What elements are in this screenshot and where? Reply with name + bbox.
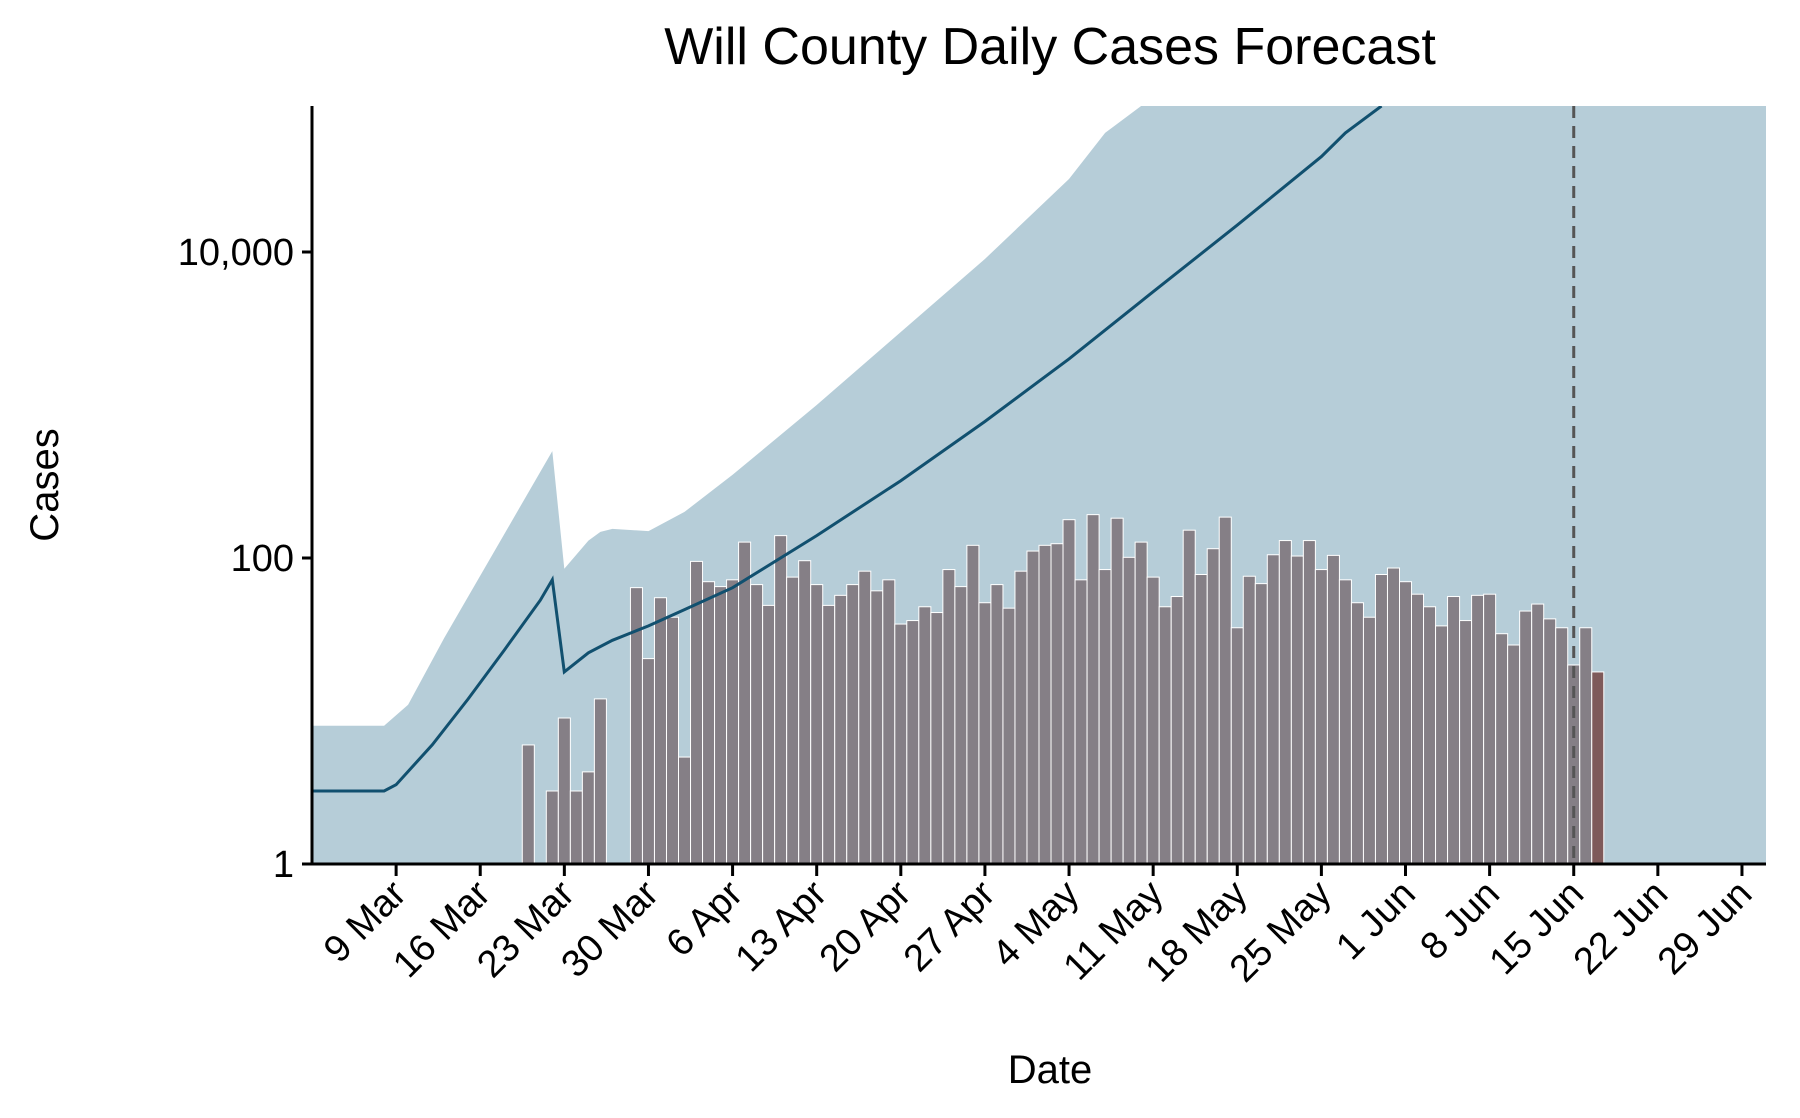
case-bar xyxy=(870,590,884,864)
case-bar xyxy=(1423,606,1437,864)
plot-area xyxy=(312,106,1766,864)
case-bar xyxy=(1026,550,1040,864)
case-bar xyxy=(954,586,968,864)
y-tick-label: 1 xyxy=(273,844,294,886)
case-bar xyxy=(1002,607,1016,864)
case-bar xyxy=(786,576,800,864)
case-bar xyxy=(1206,548,1220,864)
case-bar xyxy=(1459,620,1473,864)
case-bar xyxy=(593,698,607,864)
case-bar xyxy=(1555,627,1569,864)
y-axis: 1 100 10,000 xyxy=(178,106,314,886)
case-bar xyxy=(1314,569,1328,864)
case-bar xyxy=(882,579,896,864)
case-bar xyxy=(966,544,980,864)
case-bar xyxy=(762,604,776,864)
y-tick-label: 10,000 xyxy=(178,232,294,274)
chart-title: Will County Daily Cases Forecast xyxy=(664,18,1436,76)
case-bar xyxy=(918,606,932,864)
case-bar xyxy=(1230,627,1244,864)
case-bar xyxy=(1483,593,1497,864)
case-bar xyxy=(569,790,583,864)
case-bar xyxy=(1242,575,1256,864)
case-bar xyxy=(834,594,848,864)
case-bar xyxy=(521,744,535,864)
y-axis-title: Cases xyxy=(23,428,67,541)
case-bar xyxy=(906,620,920,864)
case-bar xyxy=(774,535,788,864)
case-bar xyxy=(894,623,908,864)
case-bar xyxy=(581,771,595,864)
case-bar xyxy=(665,616,680,864)
case-bar xyxy=(545,790,559,864)
case-bar xyxy=(1122,556,1136,864)
x-axis-title: Date xyxy=(1008,1048,1093,1092)
case-bar xyxy=(1302,540,1316,864)
case-bar xyxy=(1290,555,1304,864)
case-bar xyxy=(822,604,836,864)
case-bar xyxy=(1098,569,1112,864)
case-bar xyxy=(1050,543,1064,864)
case-bar xyxy=(846,584,860,864)
case-bar xyxy=(1531,603,1545,864)
case-bar xyxy=(1579,627,1593,864)
case-bar xyxy=(1134,541,1148,864)
case-bar xyxy=(1350,602,1364,864)
case-bar xyxy=(1543,618,1557,864)
median-line xyxy=(312,106,1383,793)
case-bar xyxy=(641,658,655,864)
case-bar xyxy=(990,584,1004,864)
case-bar xyxy=(1218,516,1232,864)
case-bar xyxy=(1014,570,1028,864)
case-bar xyxy=(1495,633,1509,864)
case-bar xyxy=(1086,514,1100,864)
case-bar xyxy=(1338,579,1352,864)
case-bar xyxy=(978,602,992,864)
bar-group xyxy=(521,514,1605,864)
case-bar xyxy=(726,579,740,864)
case-bar xyxy=(1399,581,1413,864)
case-bar xyxy=(1194,574,1208,864)
case-bar xyxy=(1362,616,1376,864)
case-bar xyxy=(1386,567,1400,864)
case-bar xyxy=(1411,593,1425,864)
y-ticks: 1 100 10,000 xyxy=(178,232,312,886)
case-bar xyxy=(1038,544,1052,864)
case-bar xyxy=(1074,579,1088,864)
case-bar xyxy=(1447,596,1461,864)
case-bar xyxy=(1062,519,1076,864)
case-bar xyxy=(810,584,824,864)
case-bar xyxy=(798,560,812,864)
case-bar xyxy=(1374,574,1388,864)
case-bar xyxy=(557,717,571,864)
case-bar xyxy=(1435,625,1449,864)
case-bar xyxy=(1266,554,1280,864)
case-bar xyxy=(1507,644,1521,864)
case-bar xyxy=(1158,606,1172,864)
case-bar xyxy=(942,569,956,864)
case-bar xyxy=(1182,529,1196,864)
case-bar xyxy=(1170,596,1184,864)
case-bar xyxy=(1519,610,1533,864)
case-bar xyxy=(678,756,692,864)
case-bar xyxy=(738,541,752,864)
case-bar xyxy=(1254,583,1268,864)
case-bar xyxy=(653,597,667,864)
case-bar xyxy=(1146,576,1160,864)
case-bar xyxy=(1278,540,1292,864)
case-bar xyxy=(1110,517,1124,864)
case-bar xyxy=(1471,594,1485,864)
case-bar xyxy=(714,586,728,864)
case-bar xyxy=(930,612,944,864)
case-bar xyxy=(750,584,764,864)
case-bar xyxy=(702,581,716,864)
case-bar xyxy=(1591,671,1605,864)
case-bar xyxy=(1326,554,1340,864)
y-tick-label: 100 xyxy=(231,538,294,580)
case-bar xyxy=(858,570,872,864)
